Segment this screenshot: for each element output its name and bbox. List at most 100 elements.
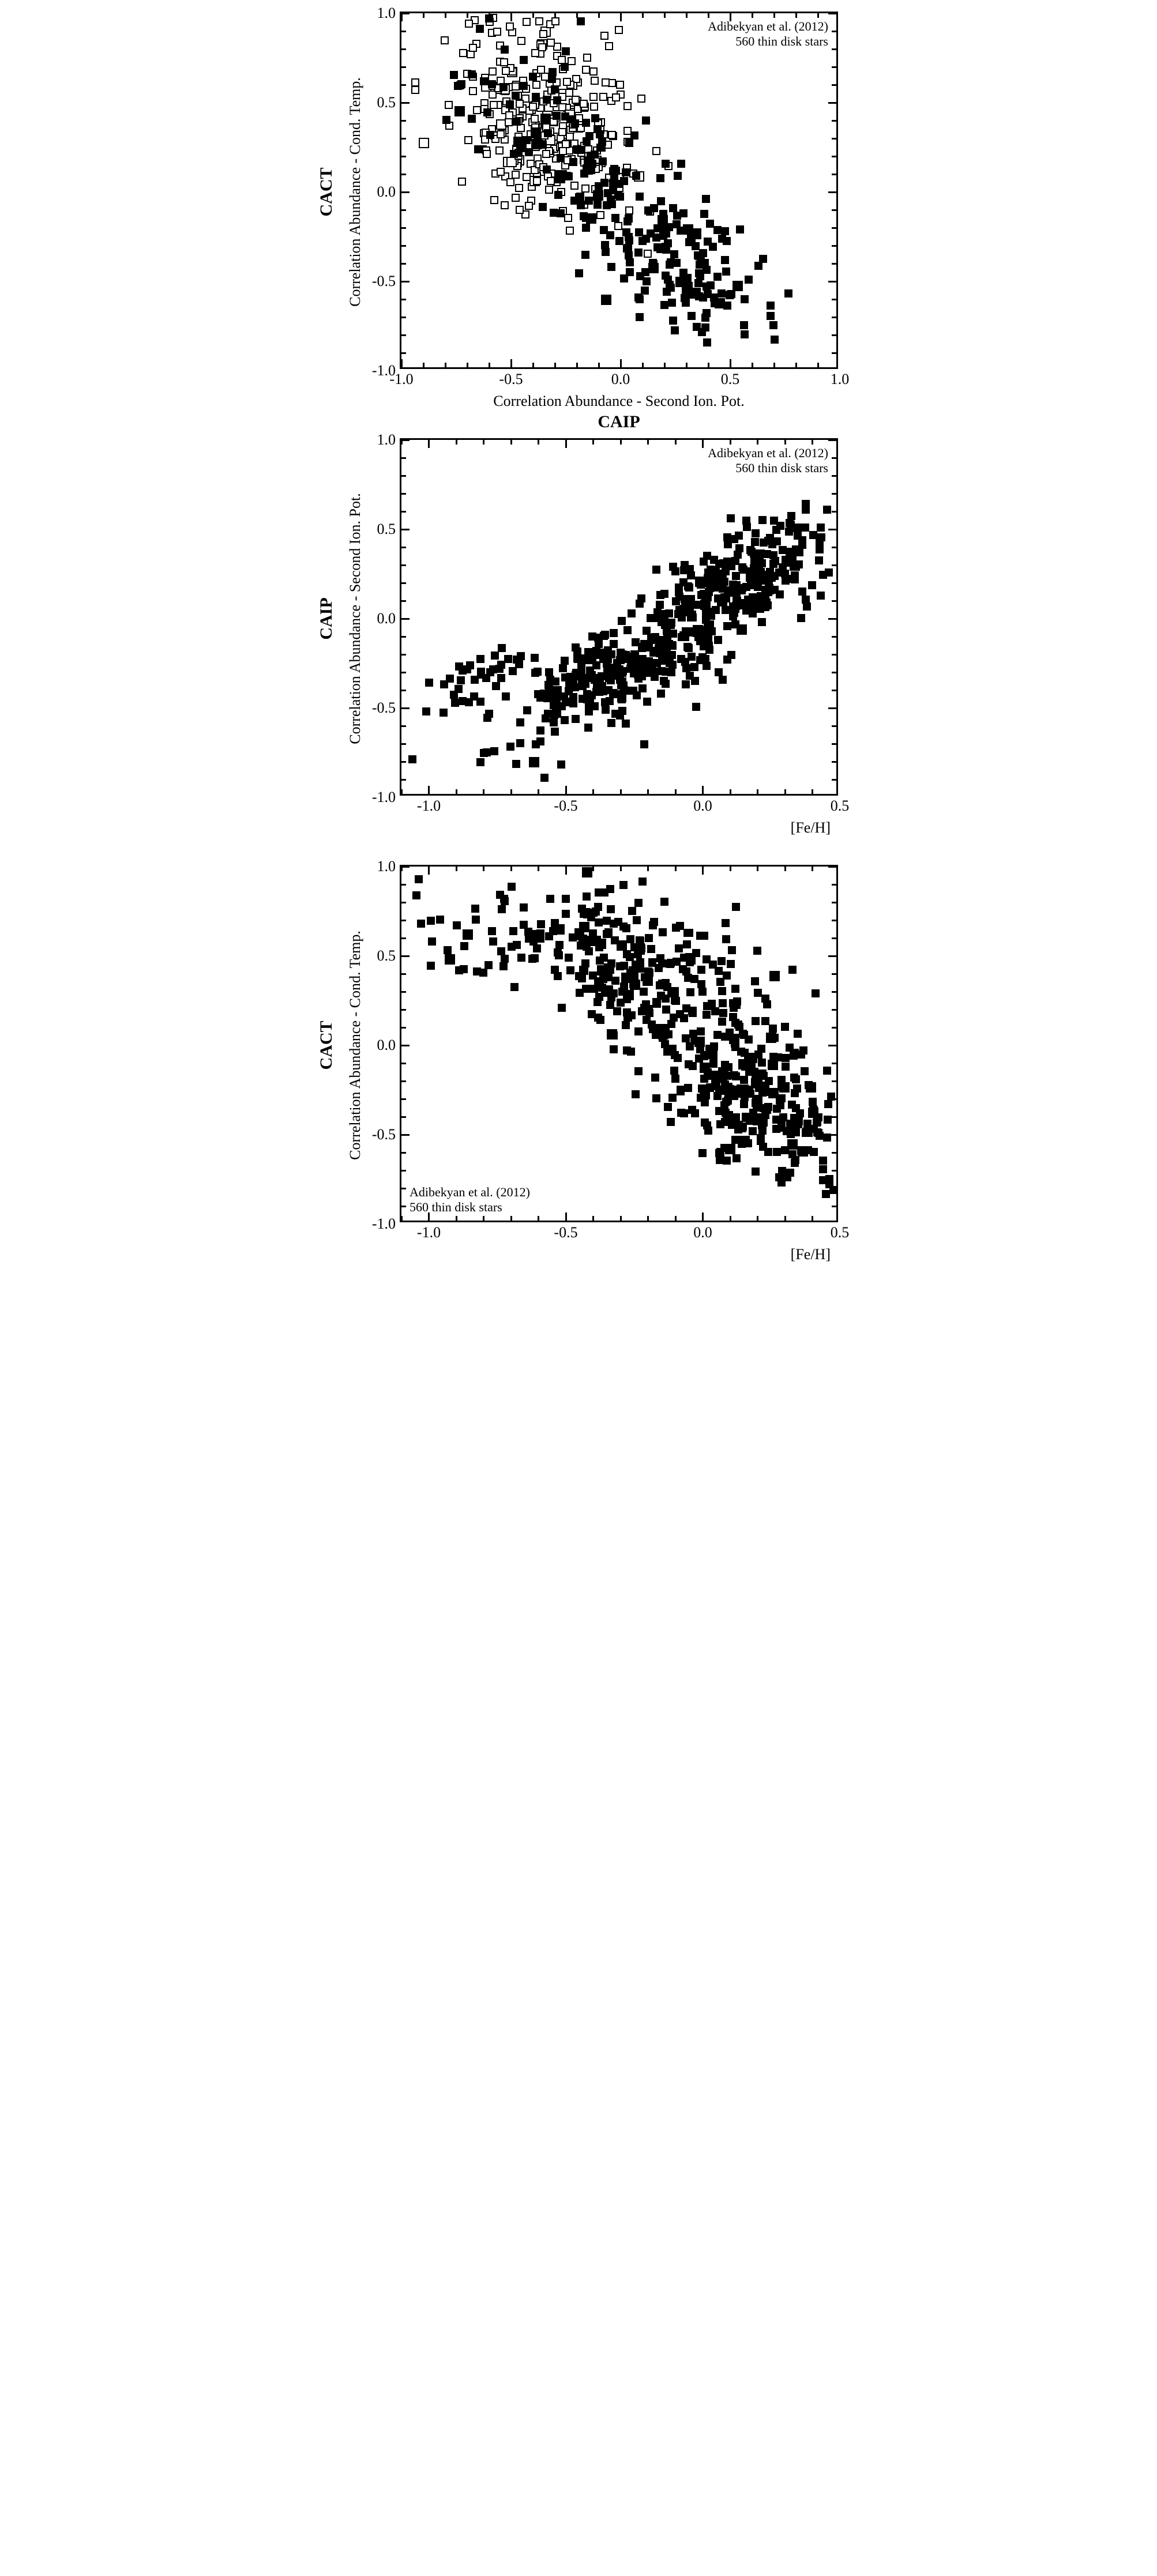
ytick-l-minor	[401, 263, 406, 265]
marker-filled	[695, 577, 705, 587]
marker-filled	[615, 237, 623, 245]
marker-filled	[661, 225, 669, 233]
marker-filled	[520, 56, 528, 64]
xtick-bot-major	[565, 786, 567, 794]
marker-filled	[453, 921, 461, 929]
ytick-r-minor	[832, 334, 836, 336]
y-tick-label: 0.0	[377, 183, 396, 201]
plot-frame: Adibekyan et al. (2012)560 thin disk sta…	[400, 12, 838, 369]
marker-filled	[652, 1029, 662, 1039]
marker-filled	[557, 209, 565, 217]
marker-filled	[616, 962, 624, 970]
marker-filled	[754, 605, 762, 613]
marker-filled	[428, 937, 436, 946]
ytick-r-minor	[832, 511, 836, 513]
xtick-bot-minor	[730, 789, 731, 794]
marker-filled	[486, 131, 494, 139]
marker-filled	[697, 980, 705, 988]
marker-filled	[538, 141, 546, 149]
ytick-r-minor	[832, 991, 836, 993]
marker-filled	[673, 212, 681, 220]
marker-filled	[548, 75, 556, 83]
marker-filled	[618, 617, 626, 625]
marker-filled	[773, 1148, 781, 1156]
marker-filled	[580, 170, 588, 178]
marker-filled	[412, 891, 420, 899]
marker-filled	[656, 245, 664, 253]
ytick-l-minor	[401, 493, 406, 495]
marker-filled	[701, 323, 709, 332]
marker-open	[500, 58, 508, 66]
marker-filled	[622, 924, 630, 932]
marker-filled	[645, 1005, 653, 1013]
marker-open	[501, 201, 509, 209]
marker-filled	[755, 1082, 765, 1092]
ytick-l-minor	[401, 31, 406, 32]
xtick-top-minor	[538, 867, 539, 871]
y-tick-label: 0.5	[377, 947, 396, 965]
plot-area: Adibekyan et al. (2012)560 thin disk sta…	[401, 440, 836, 794]
marker-filled	[638, 684, 647, 692]
marker-filled	[553, 112, 561, 120]
ytick-r-major	[828, 102, 836, 104]
marker-filled	[624, 244, 632, 252]
marker-filled	[675, 944, 683, 952]
marker-filled	[673, 220, 681, 228]
xtick-bot-major	[730, 359, 731, 367]
marker-filled	[667, 668, 675, 676]
marker-filled	[531, 654, 539, 662]
ytick-r-minor	[832, 547, 836, 548]
marker-filled	[689, 1009, 697, 1017]
marker-filled	[508, 943, 516, 951]
marker-filled	[529, 757, 539, 767]
marker-filled	[657, 197, 665, 205]
marker-filled	[704, 1127, 712, 1135]
marker-filled	[718, 289, 726, 297]
marker-filled	[679, 269, 688, 277]
marker-filled	[682, 278, 690, 286]
marker-filled	[439, 709, 448, 717]
marker-filled	[769, 560, 777, 568]
marker-filled	[625, 139, 633, 147]
marker-filled	[782, 577, 790, 585]
marker-filled	[806, 1082, 816, 1093]
marker-filled	[456, 81, 464, 89]
marker-filled	[451, 699, 459, 707]
marker-filled	[613, 1007, 621, 1015]
marker-open	[582, 66, 590, 74]
xtick-bot-major	[702, 786, 704, 794]
marker-filled	[551, 85, 559, 93]
marker-filled	[707, 578, 715, 586]
marker-filled	[667, 258, 675, 266]
marker-filled	[742, 1113, 750, 1121]
ytick-l-minor	[401, 511, 406, 513]
ytick-l-major	[401, 1045, 410, 1046]
marker-filled	[824, 1116, 832, 1124]
marker-filled	[771, 336, 779, 344]
marker-filled	[691, 1109, 699, 1117]
ytick-r-minor	[832, 884, 836, 886]
marker-filled	[704, 290, 712, 298]
marker-filled	[668, 1094, 677, 1102]
xtick-bot-minor	[510, 789, 512, 794]
marker-filled	[814, 1129, 822, 1137]
marker-filled	[622, 720, 630, 728]
marker-filled	[454, 685, 463, 693]
xtick-bot-minor	[708, 363, 709, 367]
marker-filled	[610, 629, 618, 637]
xtick-top-minor	[510, 867, 512, 871]
marker-filled	[460, 942, 468, 950]
ytick-r-minor	[832, 227, 836, 229]
xtick-top-minor	[730, 867, 731, 871]
ytick-l-major	[401, 867, 410, 868]
marker-filled	[804, 1146, 812, 1154]
ytick-l-minor	[401, 1116, 406, 1118]
xtick-top-minor	[592, 867, 594, 871]
xtick-bot-minor	[812, 789, 813, 794]
marker-filled	[523, 706, 531, 714]
marker-open	[545, 186, 553, 194]
marker-filled	[606, 231, 614, 239]
marker-filled	[647, 229, 655, 238]
marker-filled	[651, 1074, 659, 1082]
marker-filled	[766, 586, 774, 594]
